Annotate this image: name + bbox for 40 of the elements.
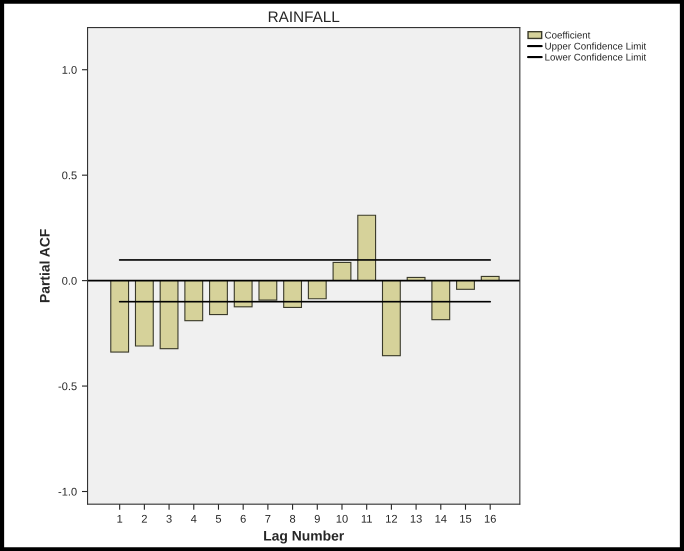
- bar: [283, 280, 302, 308]
- x-tick-label: 15: [460, 514, 472, 523]
- y-tick-label: -0.5: [58, 382, 77, 390]
- x-tick-label: 9: [314, 514, 320, 523]
- x-tick-label: 2: [142, 514, 147, 523]
- y-tick-label: -1.0: [58, 488, 77, 496]
- y-axis-title: Partial ACF: [39, 229, 50, 302]
- x-tick-label: 5: [216, 514, 222, 523]
- x-tick-label: 12: [386, 514, 398, 523]
- legend-label: Lower Confidence Limit: [545, 53, 646, 61]
- bar: [258, 280, 278, 301]
- x-tick-label: 4: [190, 514, 197, 523]
- x-tick-label: 14: [435, 514, 447, 523]
- x-tick-label: 3: [166, 514, 172, 523]
- bar: [431, 280, 450, 320]
- bar: [209, 280, 228, 316]
- bar: [332, 262, 352, 282]
- legend-label: Coefficient: [545, 31, 590, 39]
- x-tick-label: 6: [240, 514, 246, 523]
- y-tick-label: 1.0: [62, 66, 77, 74]
- x-tick-label: 11: [362, 514, 372, 523]
- bar: [184, 280, 204, 322]
- bar: [357, 214, 376, 282]
- x-tick-label: 16: [484, 514, 496, 523]
- legend-label: Upper Confidence Limit: [545, 42, 646, 52]
- y-tick-label: 0.0: [62, 276, 77, 285]
- bar: [234, 280, 253, 308]
- x-tick-label: 7: [265, 514, 270, 523]
- bar: [134, 280, 154, 347]
- bar: [382, 280, 401, 356]
- y-tick-label: 0.5: [62, 171, 77, 180]
- x-tick-label: 1: [117, 514, 122, 523]
- bar: [160, 280, 179, 350]
- x-axis-title: Lag Number: [264, 530, 344, 544]
- x-tick-label: 8: [290, 514, 296, 523]
- bar: [308, 280, 327, 300]
- bar: [110, 280, 130, 353]
- chart-title: RAINFALL: [268, 11, 340, 22]
- x-tick-label: 13: [410, 514, 422, 523]
- x-tick-label: 10: [336, 514, 348, 523]
